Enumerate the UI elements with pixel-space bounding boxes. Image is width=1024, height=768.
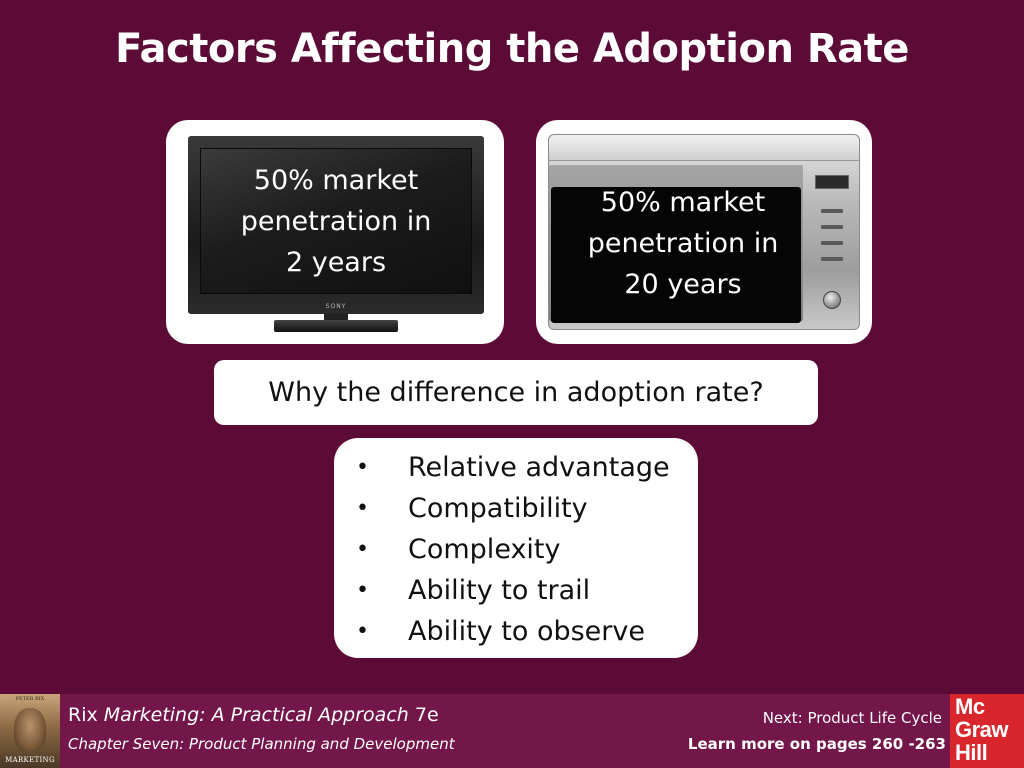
tv-caption-line: penetration in: [240, 206, 432, 237]
tv-caption: 50% market penetration in 2 years: [208, 160, 464, 283]
microwave-button: [821, 241, 843, 245]
microwave-caption: 50% market penetration in 20 years: [552, 182, 814, 305]
microwave-button: [821, 257, 843, 261]
book-cover-author: PETER RIX: [15, 696, 45, 702]
bullet-icon: •: [356, 455, 369, 480]
tv-stand: [274, 320, 398, 332]
microwave-caption-line: penetration in: [587, 228, 779, 259]
factor-label: Ability to observe: [408, 616, 645, 647]
microwave-button: [821, 225, 843, 229]
logo-line: Hill: [955, 740, 988, 765]
factor-label: Relative advantage: [408, 452, 670, 483]
microwave-caption-line: 20 years: [624, 269, 742, 300]
list-item: • Ability to trail: [334, 570, 698, 611]
list-item: • Complexity: [334, 529, 698, 570]
tv-stand-neck: [324, 314, 348, 320]
microwave-door: [549, 165, 803, 323]
tv-caption-line: 2 years: [285, 247, 387, 278]
list-item: • Ability to observe: [334, 611, 698, 652]
mcgraw-hill-logo: Mc Graw Hill: [950, 694, 1024, 768]
microwave-window: [551, 187, 801, 323]
book-cover-image: PETER RIX MARKETING: [0, 694, 60, 768]
factor-label: Complexity: [408, 534, 561, 565]
tv-image: SONY: [188, 136, 484, 314]
dog-illustration: [14, 708, 46, 752]
microwave-top: [549, 135, 859, 161]
slide-title: Factors Affecting the Adoption Rate: [115, 26, 909, 72]
book-reference: Rix Marketing: A Practical Approach 7e: [68, 704, 439, 726]
chapter-title: Chapter Seven: Product Planning and Deve…: [68, 735, 455, 753]
logo-line: Mc: [955, 694, 985, 719]
tv-screen: [200, 148, 472, 294]
book-title: Marketing: A Practical Approach: [103, 704, 409, 726]
factor-label: Ability to trail: [408, 575, 591, 606]
list-item: • Compatibility: [334, 488, 698, 529]
microwave-image: [548, 134, 860, 330]
logo-line: Graw: [955, 717, 1009, 742]
tv-image-card: SONY 50% market penetration in 2 years: [166, 120, 504, 344]
factor-label: Compatibility: [408, 493, 588, 524]
question-box: Why the difference in adoption rate?: [214, 360, 818, 425]
page-reference: Learn more on pages 260 -263: [687, 735, 946, 753]
tv-caption-line: 50% market: [253, 165, 419, 196]
bullet-icon: •: [356, 578, 369, 603]
microwave-control-panel: [807, 169, 857, 319]
bullet-icon: •: [356, 496, 369, 521]
next-topic: Next: Product Life Cycle: [762, 709, 942, 727]
book-cover-title: MARKETING: [5, 756, 55, 764]
factors-list: • Relative advantage • Compatibility • C…: [334, 438, 698, 658]
book-author: Rix: [68, 704, 98, 726]
microwave-caption-line: 50% market: [600, 187, 766, 218]
bullet-icon: •: [356, 537, 369, 562]
microwave-display: [815, 175, 849, 189]
slide-footer: PETER RIX MARKETING Rix Marketing: A Pra…: [0, 694, 1024, 768]
list-item: • Relative advantage: [334, 447, 698, 488]
microwave-image-card: 50% market penetration in 20 years: [536, 120, 872, 344]
microwave-knob: [823, 291, 841, 309]
microwave-button: [821, 209, 843, 213]
tv-brand-logo: SONY: [325, 303, 347, 310]
book-edition: 7e: [414, 704, 439, 726]
bullet-icon: •: [356, 619, 369, 644]
